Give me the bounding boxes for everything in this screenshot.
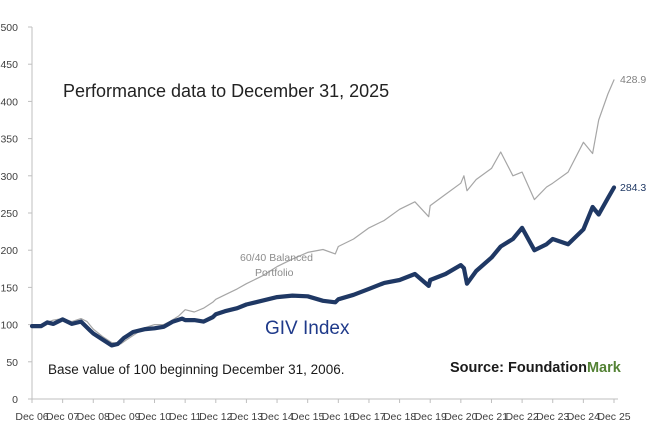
x-tick-label: Dec 12: [199, 411, 232, 423]
source-brand-foundation: Foundation: [508, 360, 587, 376]
giv-series-line: [29, 185, 617, 348]
x-tick-label: Dec 09: [107, 411, 140, 423]
x-tick-label: Dec 20: [444, 411, 477, 423]
series-layer: [29, 79, 617, 348]
y-tick-label: 500: [0, 22, 18, 34]
balanced-series-label-line1: 60/40 Balanced: [240, 252, 313, 264]
x-tick-label: Dec 11: [169, 411, 202, 423]
x-tick-label: Dec 07: [46, 411, 79, 423]
y-tick-label: 400: [0, 96, 18, 108]
y-tick-label: 200: [0, 245, 18, 257]
x-tick-label: Dec 25: [597, 411, 630, 423]
x-tick-label: Dec 23: [536, 411, 569, 423]
y-tick-label: 450: [0, 59, 18, 71]
x-tick-label: Dec 06: [15, 411, 48, 423]
x-tick-label: Dec 17: [352, 411, 385, 423]
y-axis-ticks: 0 50 100 150 200 250 300 350 400 450 500: [0, 22, 32, 406]
balanced-series-label-line2: Portfolio: [255, 267, 294, 279]
giv-end-value-label: 284.3: [620, 182, 646, 194]
x-tick-label: Dec 15: [291, 411, 324, 423]
x-tick-label: Dec 10: [138, 411, 171, 423]
y-tick-label: 350: [0, 134, 18, 146]
source-credit: Source: FoundationMark: [450, 360, 622, 376]
x-tick-label: Dec 19: [414, 411, 447, 423]
x-tick-label: Dec 18: [383, 411, 416, 423]
y-tick-label: 50: [6, 357, 18, 369]
x-tick-label: Dec 24: [567, 411, 600, 423]
chart-title: Performance data to December 31, 2025: [63, 81, 389, 101]
giv-series-label: GIV Index: [265, 318, 350, 339]
x-tick-label: Dec 16: [322, 411, 355, 423]
y-tick-label: 100: [0, 320, 18, 332]
x-tick-label: Dec 22: [505, 411, 538, 423]
source-prefix: Source:: [450, 360, 508, 376]
base-value-note: Base value of 100 beginning December 31,…: [48, 362, 344, 377]
source-brand-mark: Mark: [587, 360, 622, 376]
y-tick-label: 150: [0, 282, 18, 294]
y-tick-label: 0: [12, 394, 18, 406]
x-tick-label: Dec 08: [77, 411, 110, 423]
balanced-end-value-label: 428.9: [620, 74, 646, 86]
x-tick-label: Dec 13: [230, 411, 263, 423]
balanced-series-line: [31, 79, 615, 345]
y-tick-label: 250: [0, 208, 18, 220]
y-tick-label: 300: [0, 171, 18, 183]
x-tick-label: Dec 14: [260, 411, 293, 423]
x-tick-label: Dec 21: [475, 411, 508, 423]
